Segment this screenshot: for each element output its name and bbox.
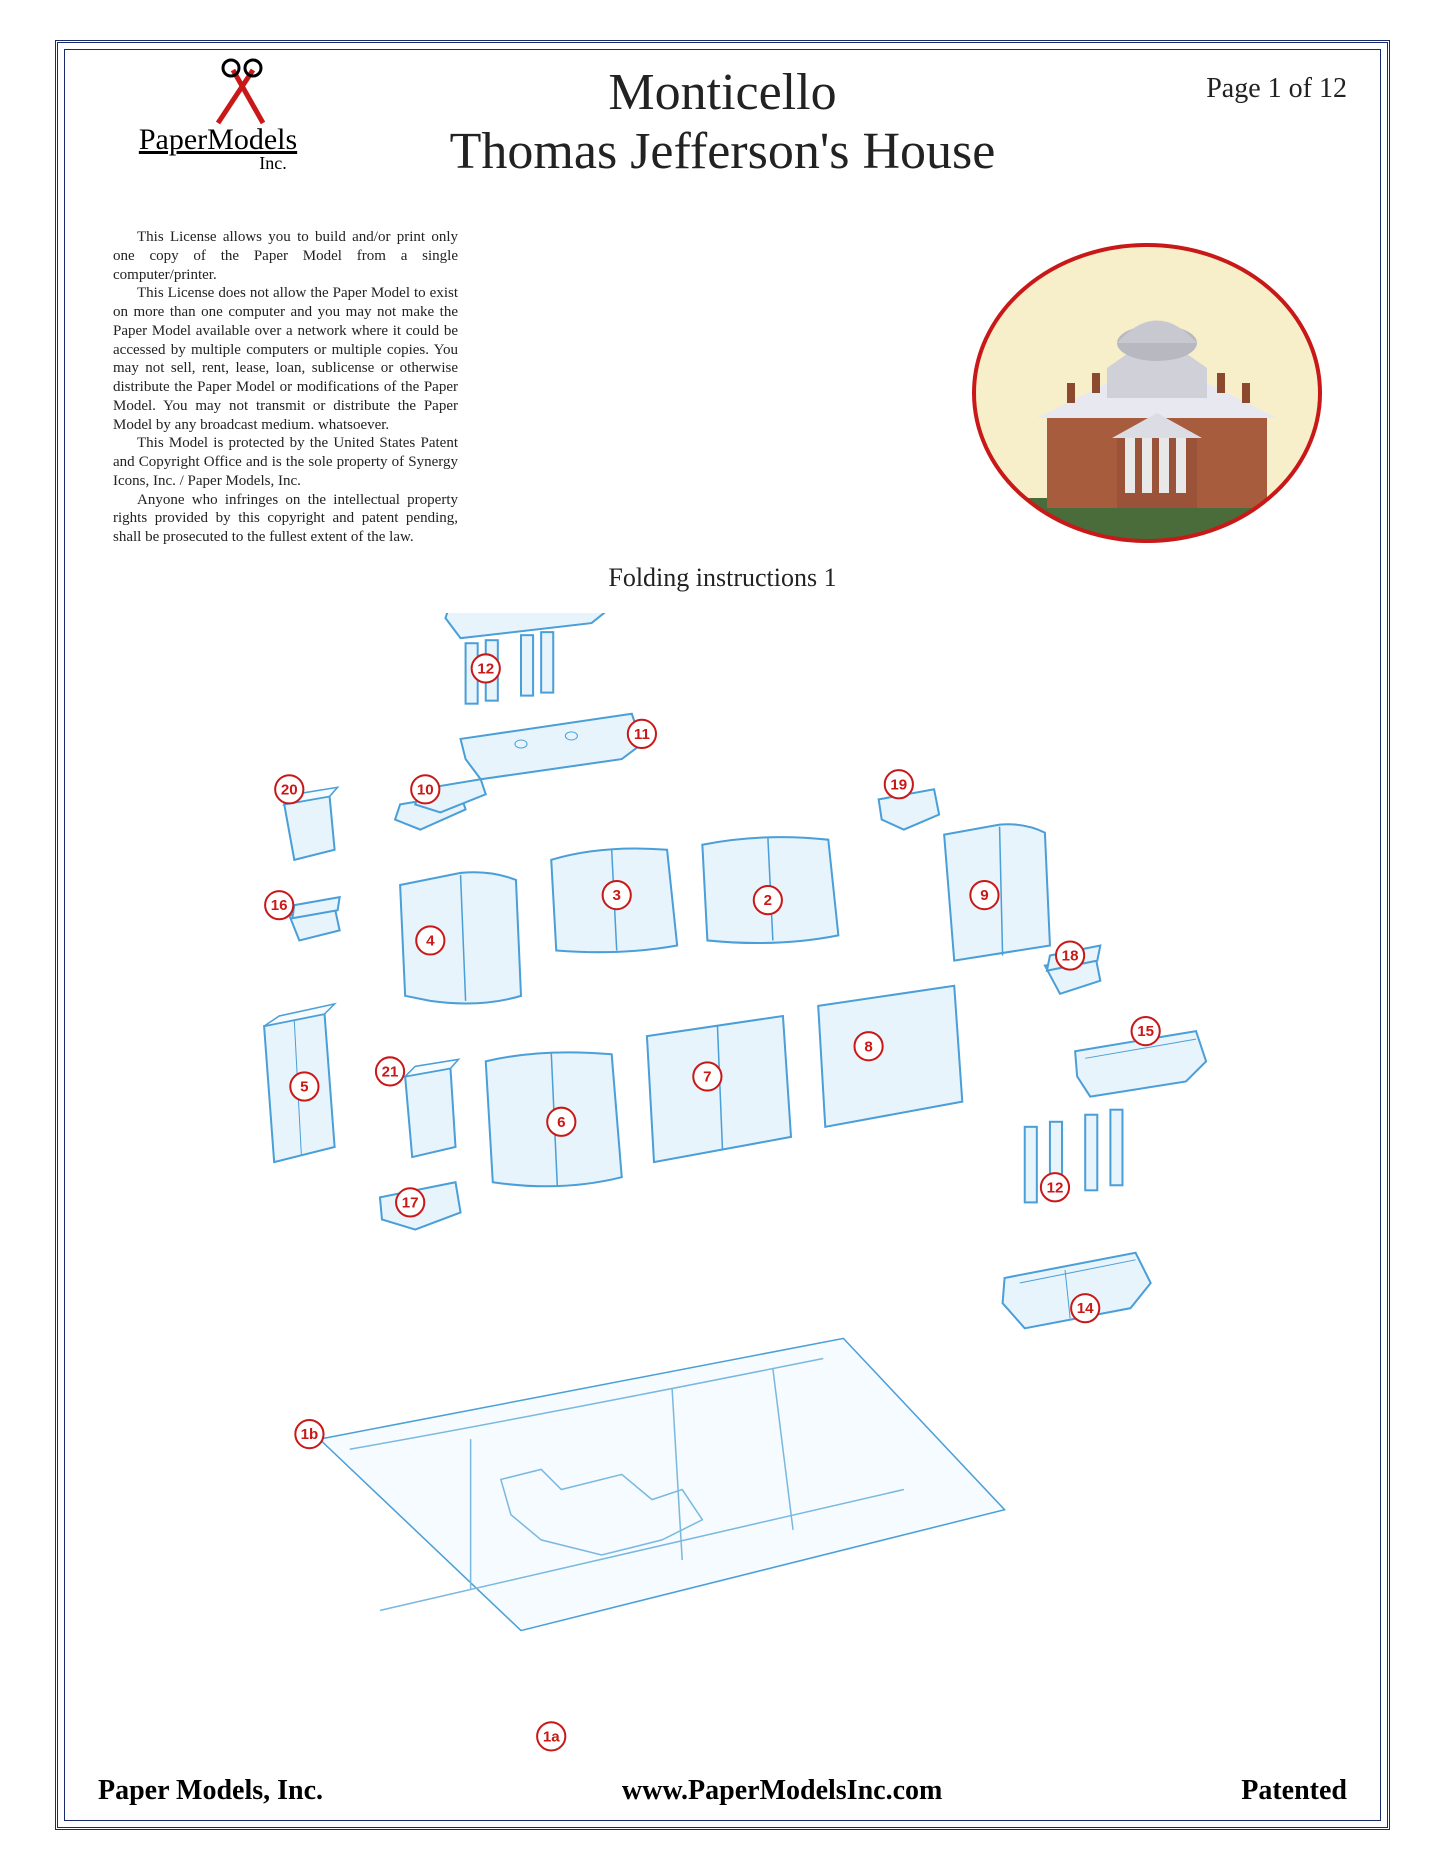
svg-text:15: 15 <box>1137 1023 1154 1040</box>
subtitle: Folding instructions 1 <box>58 563 1387 593</box>
svg-text:16: 16 <box>271 897 288 914</box>
title-line-2: Thomas Jefferson's House <box>58 122 1387 181</box>
svg-text:18: 18 <box>1062 948 1079 965</box>
license-p4: Anyone who infringes on the intellectual… <box>113 491 458 547</box>
page-header: Monticello Thomas Jefferson's House <box>58 63 1387 181</box>
part-7 <box>647 1016 791 1162</box>
part-8 <box>818 986 962 1127</box>
svg-text:6: 6 <box>557 1114 565 1131</box>
svg-text:21: 21 <box>382 1063 399 1080</box>
part-10 <box>395 779 486 829</box>
license-p2: This License does not allow the Paper Mo… <box>113 284 458 434</box>
svg-text:10: 10 <box>417 781 434 798</box>
part-11 <box>461 714 642 779</box>
svg-text:20: 20 <box>281 781 298 798</box>
title-line-1: Monticello <box>58 63 1387 122</box>
page-number: Page 1 of 12 <box>1206 73 1347 105</box>
page-frame: PaperModels Inc. Monticello Thomas Jeffe… <box>55 40 1390 1830</box>
page-footer: Paper Models, Inc. www.PaperModelsInc.co… <box>98 1775 1347 1807</box>
svg-text:12: 12 <box>1047 1179 1064 1196</box>
license-text: This License allows you to build and/or … <box>113 228 458 547</box>
footer-center: www.PaperModelsInc.com <box>622 1775 942 1807</box>
svg-text:1b: 1b <box>301 1426 319 1443</box>
footer-right: Patented <box>1241 1775 1347 1807</box>
svg-text:8: 8 <box>864 1038 872 1055</box>
svg-text:7: 7 <box>703 1068 711 1085</box>
assembly-diagram: 1a1b2345678910111212131415161718192021 <box>118 613 1327 1772</box>
footer-left: Paper Models, Inc. <box>98 1775 323 1807</box>
license-p1: This License allows you to build and/or … <box>113 228 458 284</box>
svg-text:12: 12 <box>477 660 494 677</box>
license-p3: This Model is protected by the United St… <box>113 434 458 490</box>
part-12-bottom <box>1025 1110 1123 1203</box>
product-photo <box>967 238 1327 548</box>
svg-text:2: 2 <box>764 892 772 909</box>
svg-text:9: 9 <box>980 887 988 904</box>
svg-text:5: 5 <box>300 1079 308 1096</box>
svg-text:4: 4 <box>426 932 435 949</box>
svg-text:19: 19 <box>890 776 907 793</box>
svg-text:17: 17 <box>402 1194 419 1211</box>
part-16 <box>289 897 339 940</box>
svg-text:14: 14 <box>1077 1300 1094 1317</box>
part-base <box>320 1338 1005 1630</box>
svg-text:3: 3 <box>613 887 621 904</box>
svg-text:1a: 1a <box>543 1728 560 1745</box>
part-21 <box>405 1059 458 1157</box>
svg-text:11: 11 <box>634 726 650 743</box>
